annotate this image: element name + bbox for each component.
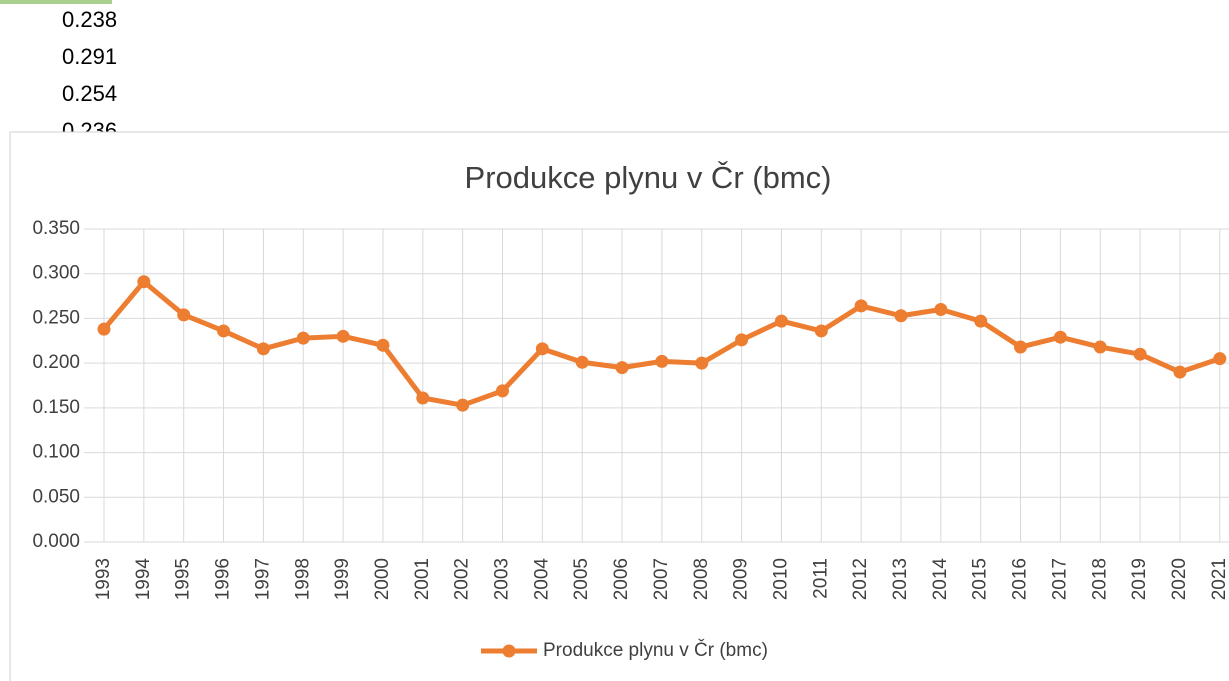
data-point: [496, 384, 509, 398]
x-tick-label: 2020: [1169, 558, 1190, 600]
y-tick-label: 0.100: [32, 442, 80, 463]
data-point: [814, 324, 828, 338]
data-point: [535, 342, 549, 356]
data-point: [97, 322, 111, 336]
x-tick-label: 2009: [731, 558, 752, 600]
x-tick-label: 1998: [292, 558, 313, 600]
y-tick-label: 0.150: [32, 397, 80, 418]
x-tick-label: 1993: [93, 558, 114, 600]
x-tick-label: 1995: [173, 558, 194, 600]
x-tick-label: 2018: [1089, 558, 1110, 600]
x-tick-label: 2000: [372, 558, 393, 600]
data-point: [1093, 340, 1107, 354]
x-tick-label: 2019: [1129, 558, 1150, 600]
data-point: [854, 299, 868, 313]
data-point: [735, 333, 749, 347]
data-point: [1213, 352, 1227, 366]
x-tick-label: 2007: [651, 558, 672, 600]
x-tick-label: 2015: [970, 558, 991, 600]
data-point: [974, 314, 988, 328]
x-tick-label: 2017: [1049, 558, 1070, 600]
data-point: [336, 329, 350, 343]
y-tick-label: 0.000: [32, 531, 80, 552]
x-tick-label: 2006: [611, 558, 632, 600]
data-point: [137, 275, 151, 289]
data-point: [217, 324, 231, 338]
data-point: [1014, 340, 1028, 354]
legend-label: Produkce plynu v Čr (bmc): [543, 639, 768, 661]
data-point: [416, 391, 430, 405]
x-tick-label: 2014: [930, 558, 951, 601]
x-tick-label: 2002: [452, 558, 473, 600]
x-tick-label: 2010: [770, 558, 791, 600]
data-point: [934, 302, 948, 316]
x-tick-label: 1997: [252, 558, 273, 600]
data-point: [695, 356, 709, 370]
data-point: [615, 361, 629, 375]
cell-value: 0.238: [62, 7, 117, 32]
x-tick-label: 2012: [850, 558, 871, 600]
data-point: [376, 338, 390, 352]
chart-title: Produkce plynu v Čr (bmc): [465, 160, 832, 195]
data-point: [296, 331, 310, 345]
x-tick-label: 2003: [492, 558, 513, 600]
x-tick-label: 2011: [810, 558, 831, 599]
y-tick-label: 0.050: [32, 486, 80, 507]
data-point: [256, 342, 270, 356]
data-point: [177, 308, 191, 322]
y-tick-label: 0.300: [32, 263, 80, 284]
x-tick-label: 2001: [412, 558, 433, 600]
data-point: [894, 309, 908, 323]
x-tick-label: 2005: [571, 558, 592, 600]
data-point: [655, 354, 669, 368]
y-tick-label: 0.350: [32, 218, 80, 239]
x-tick-label: 2004: [531, 558, 552, 601]
chart-area: [9, 131, 1229, 681]
x-tick-label: 2021: [1209, 558, 1229, 600]
y-tick-label: 0.200: [32, 352, 80, 373]
x-tick-label: 2008: [691, 558, 712, 600]
x-tick-label: 2016: [1010, 558, 1031, 600]
data-point: [774, 314, 788, 328]
cell-selection: [0, 0, 112, 4]
x-tick-label: 1999: [332, 558, 353, 600]
data-point: [456, 398, 470, 412]
cell-value: 0.254: [62, 81, 117, 106]
data-point: [575, 355, 589, 369]
data-point: [1173, 365, 1187, 379]
x-tick-label: 2013: [890, 558, 911, 600]
x-tick-label: 1996: [213, 558, 234, 600]
cell-value: 0.291: [62, 44, 117, 69]
data-point: [1053, 330, 1067, 344]
x-tick-label: 1994: [133, 558, 154, 601]
data-point: [1133, 347, 1147, 361]
y-tick-label: 0.250: [32, 307, 80, 328]
legend-marker: [502, 644, 516, 658]
